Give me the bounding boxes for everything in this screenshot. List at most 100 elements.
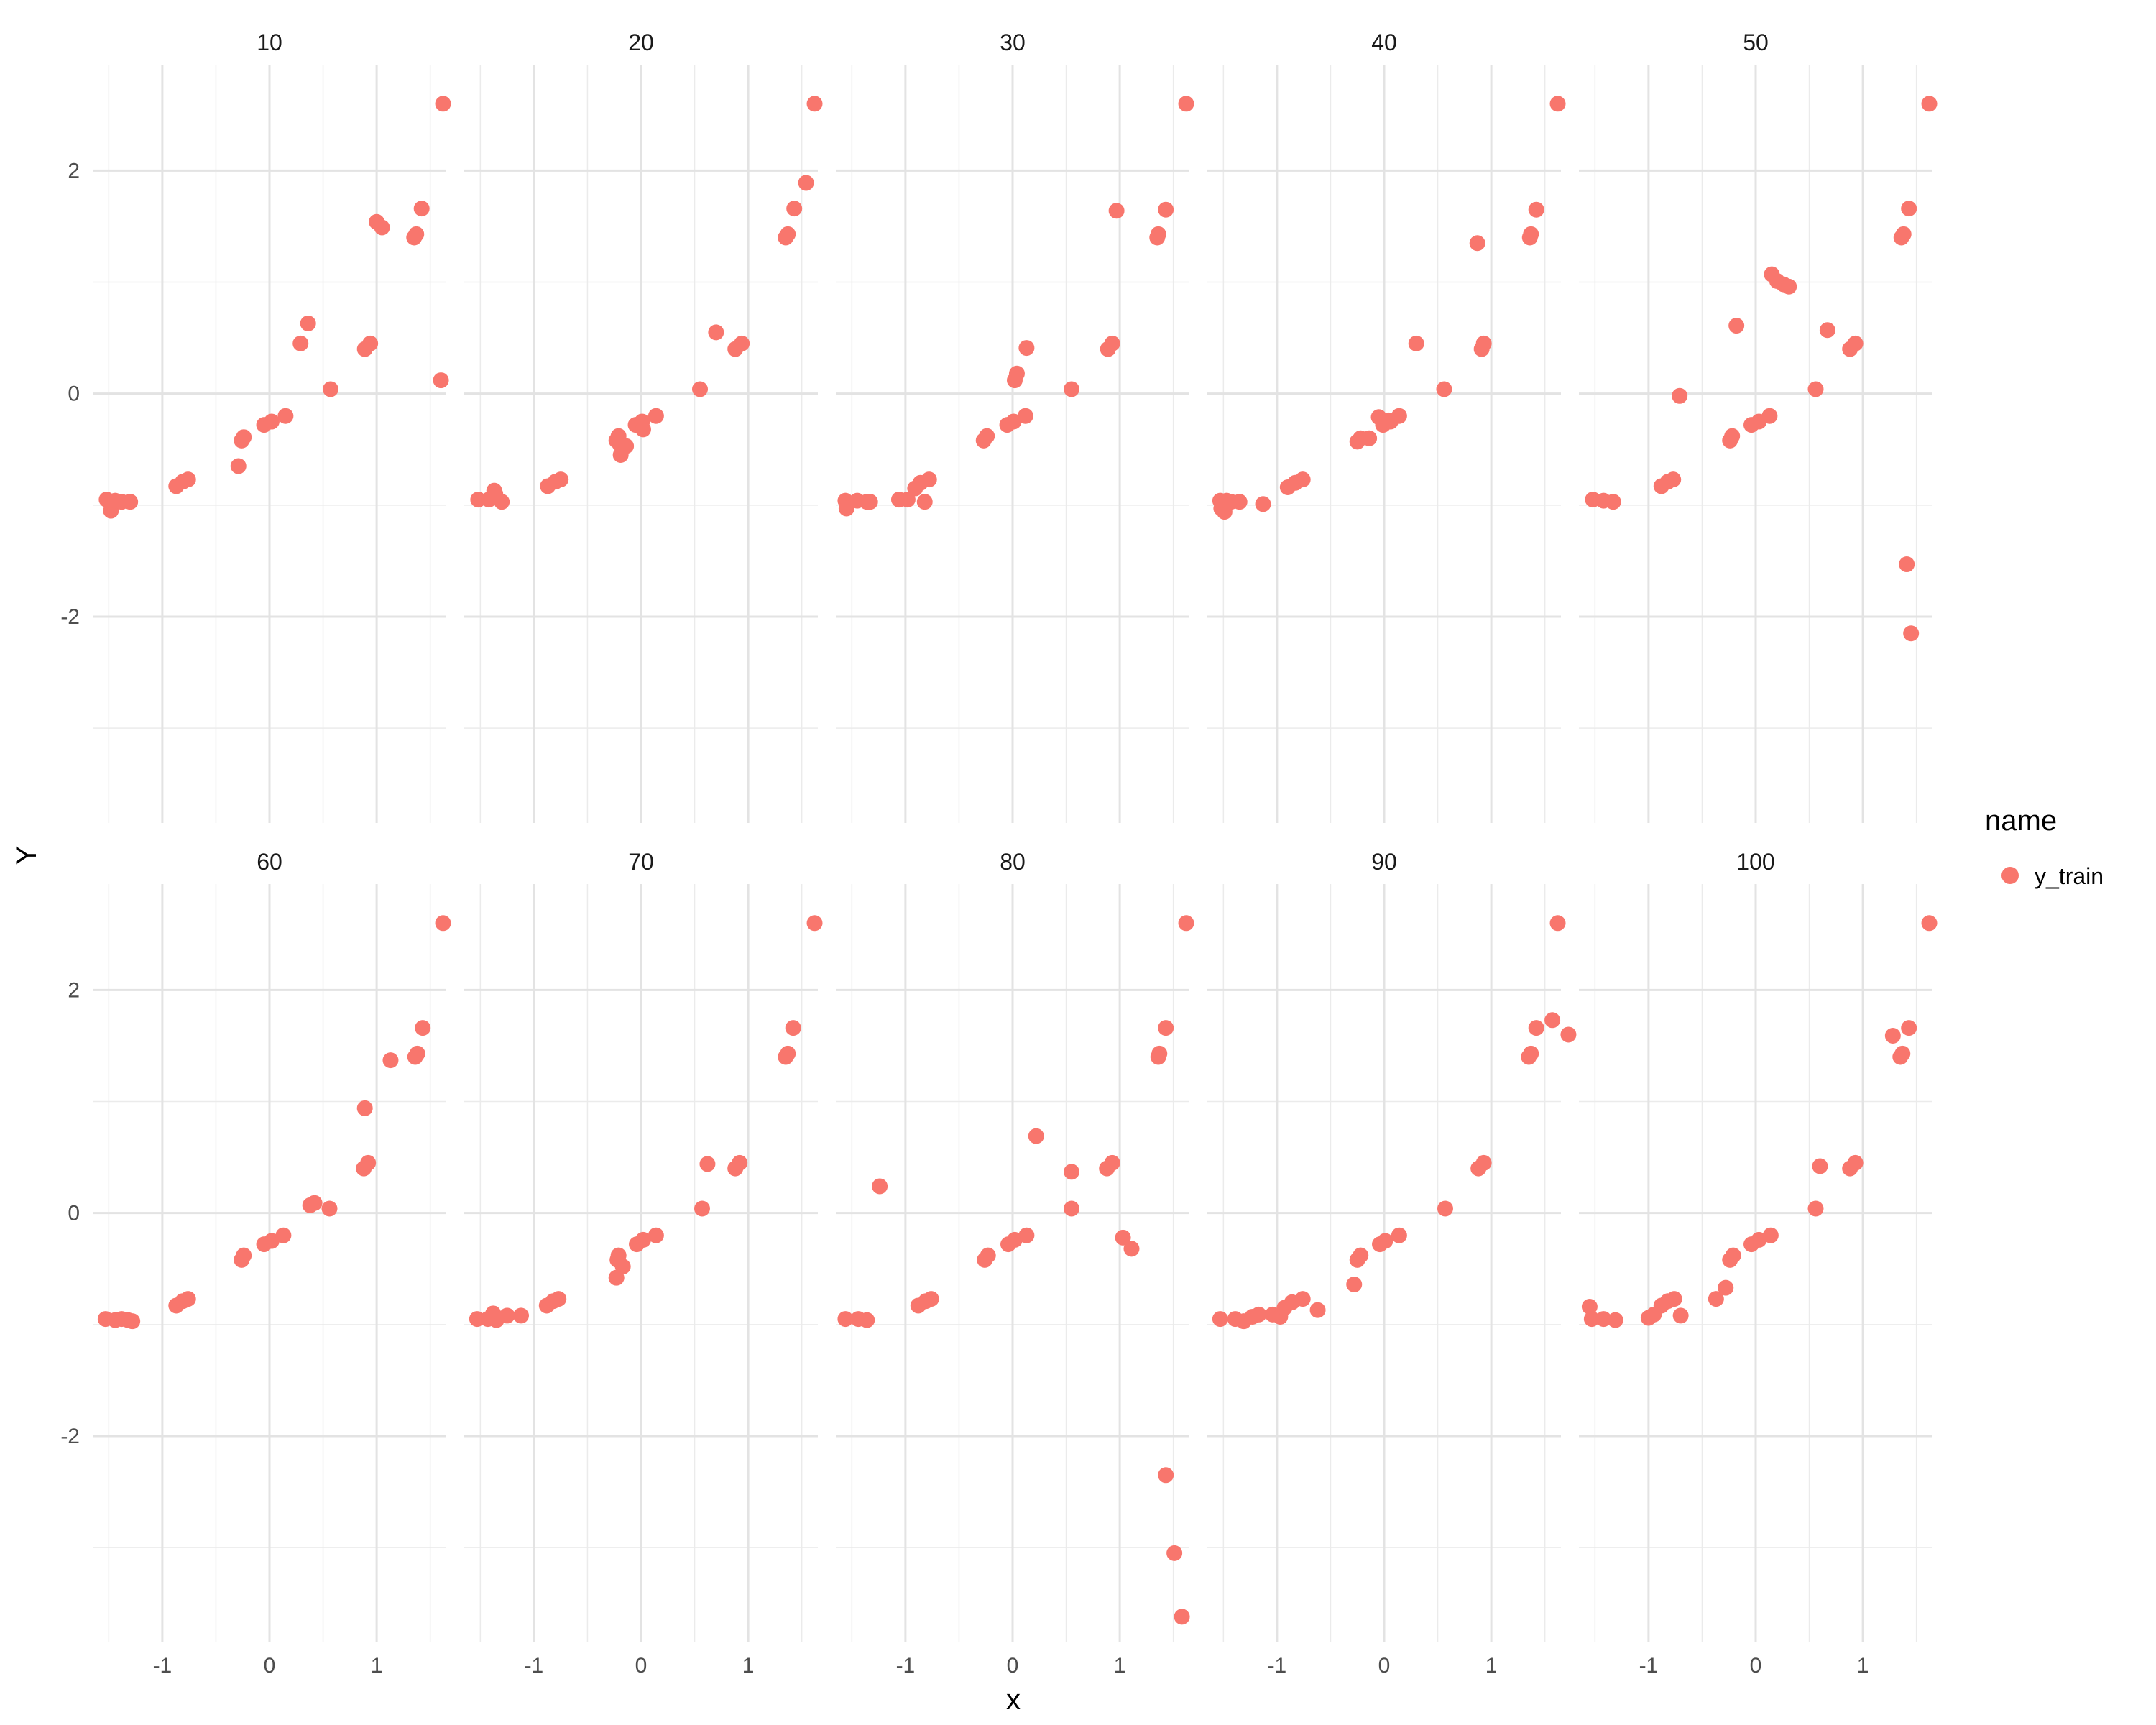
data-point (513, 1307, 530, 1324)
data-point (1666, 1291, 1682, 1307)
data-point (699, 1156, 716, 1172)
data-point (124, 1313, 141, 1330)
data-point (1017, 408, 1033, 424)
data-point (230, 458, 247, 474)
data-point (1549, 915, 1566, 932)
facet-label-60: 60 (257, 849, 282, 875)
data-point (1581, 1299, 1598, 1315)
data-point (1158, 201, 1174, 218)
data-point (321, 1200, 338, 1217)
x-tick-label: -1 (1268, 1654, 1287, 1678)
data-point (413, 201, 430, 217)
data-point (734, 335, 750, 351)
data-point (1255, 496, 1271, 512)
data-point (1361, 430, 1378, 446)
data-point (1346, 1276, 1363, 1292)
data-point (1178, 915, 1194, 932)
data-point (1583, 1311, 1600, 1328)
data-point (1718, 1279, 1734, 1296)
data-point (648, 1227, 664, 1243)
x-tick-label: 1 (1857, 1654, 1869, 1678)
data-point (980, 1247, 996, 1264)
data-point (356, 1100, 373, 1116)
data-point (1123, 1241, 1140, 1257)
data-point (409, 1045, 425, 1062)
y-tick-label: -2 (60, 1425, 80, 1448)
data-point (180, 472, 196, 488)
facet-label-50: 50 (1743, 29, 1769, 55)
data-point (415, 1020, 431, 1036)
x-tick-label: 0 (1750, 1654, 1762, 1678)
data-point (708, 324, 724, 341)
data-point (1523, 226, 1539, 242)
x-tick-label: 1 (742, 1654, 755, 1678)
data-point (837, 1311, 854, 1328)
data-point (1294, 1291, 1311, 1307)
x-tick-label: 1 (1485, 1654, 1498, 1678)
x-tick-label: -1 (153, 1654, 172, 1678)
facet-label-100: 100 (1736, 849, 1774, 875)
facet-panel-70: 70 -1 0 1 (464, 849, 823, 1678)
data-point (499, 1307, 515, 1324)
data-point (872, 1178, 888, 1195)
data-point (322, 381, 338, 397)
data-point (923, 1291, 939, 1307)
data-point (1008, 365, 1025, 382)
data-point (635, 1231, 651, 1248)
data-point (275, 1227, 292, 1243)
data-point (1174, 1609, 1190, 1625)
data-point (1408, 335, 1424, 351)
data-point (553, 472, 569, 488)
data-point (263, 1233, 280, 1249)
x-tick-label: 0 (1007, 1654, 1019, 1678)
data-point (1725, 1247, 1741, 1264)
data-point (1437, 1200, 1453, 1217)
data-point (780, 226, 796, 242)
facet-panel-30: 30 (836, 29, 1194, 823)
y-tick-label: 2 (68, 978, 80, 1002)
data-point (1544, 1012, 1561, 1029)
data-point (1921, 96, 1938, 112)
facet-label-10: 10 (257, 29, 282, 55)
data-point (236, 429, 252, 446)
data-point (798, 175, 814, 191)
data-point (1064, 1200, 1079, 1217)
data-point (1807, 381, 1824, 397)
data-point (1781, 278, 1797, 295)
data-point (1391, 1227, 1407, 1243)
data-point (1250, 1306, 1267, 1322)
data-point (1728, 318, 1745, 334)
data-point (1560, 1026, 1577, 1043)
facet-panel-60: 60 -2 0 2 -1 0 1 (60, 849, 451, 1678)
x-tick-label: 1 (1114, 1654, 1126, 1678)
data-point (785, 1020, 801, 1036)
x-tick-label: 0 (1378, 1654, 1391, 1678)
data-point (1178, 96, 1194, 112)
data-point (1475, 1154, 1492, 1171)
data-point (1150, 226, 1166, 242)
facet-label-20: 20 (628, 29, 654, 55)
data-point (1108, 203, 1125, 219)
data-point (1231, 494, 1248, 510)
data-point (277, 408, 294, 424)
data-point (786, 201, 803, 217)
data-point (1672, 1307, 1689, 1324)
data-point (1899, 556, 1915, 573)
data-point (1528, 1020, 1544, 1036)
data-point (694, 1200, 710, 1217)
data-point (433, 372, 449, 389)
x-tick-label: 1 (371, 1654, 383, 1678)
facet-label-40: 40 (1371, 29, 1397, 55)
data-point (292, 335, 309, 351)
data-point (1761, 408, 1778, 424)
axis-titles: x Y (11, 846, 1021, 1716)
facet-label-30: 30 (1000, 29, 1026, 55)
data-point (374, 219, 390, 236)
data-point (1018, 1227, 1035, 1243)
data-point (1528, 201, 1544, 218)
x-tick-label: 0 (264, 1654, 276, 1678)
data-point (362, 335, 379, 351)
legend-key-y-train (2001, 867, 2019, 884)
facet-panel-80: 80 -1 0 1 (836, 849, 1194, 1678)
